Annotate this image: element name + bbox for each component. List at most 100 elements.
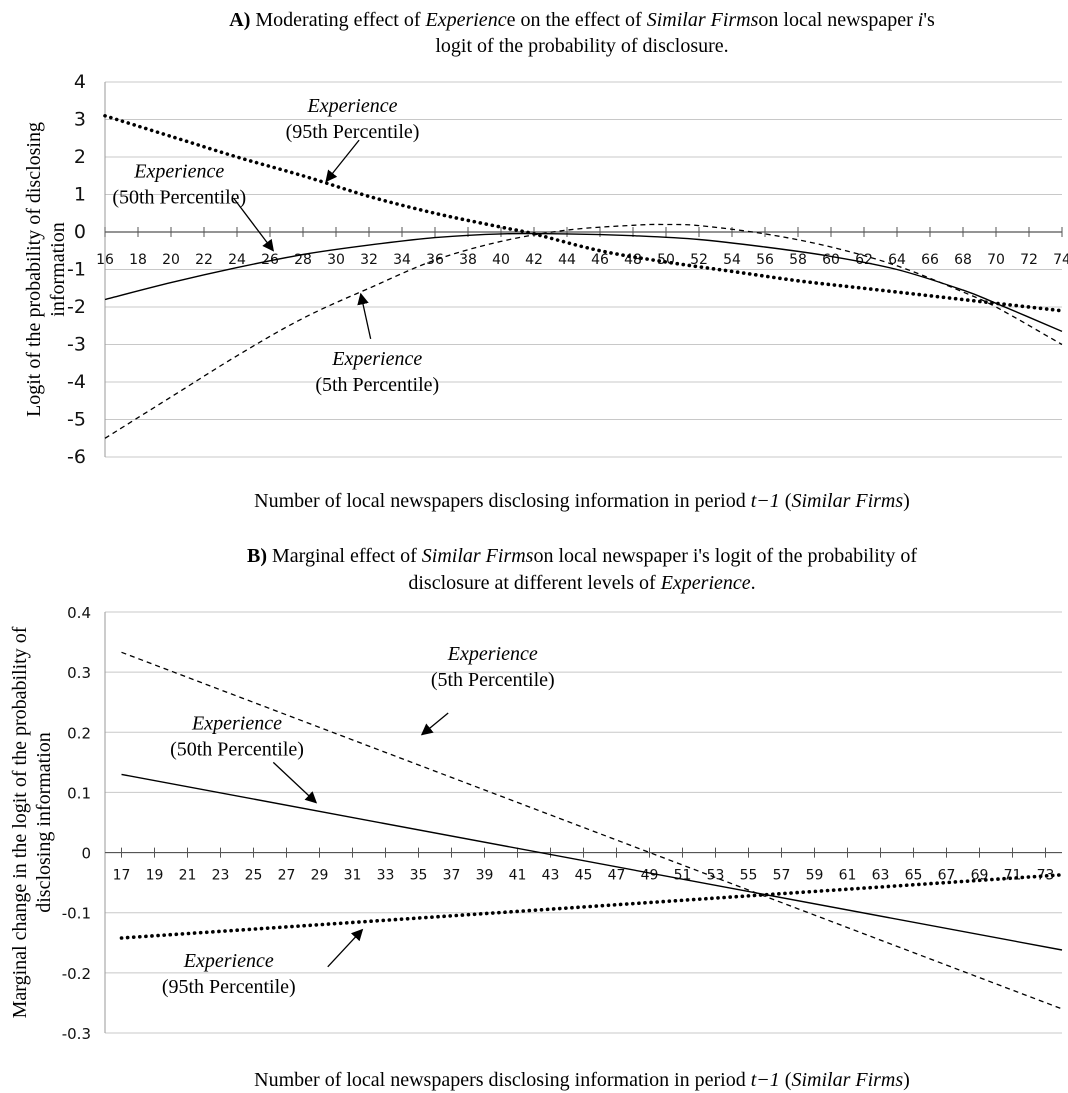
x-axis-label-part-2: (: [780, 490, 792, 512]
y-tick-label: -0.1: [62, 905, 91, 923]
x-tick-label: 44: [558, 252, 576, 268]
y-tick-label: 0.3: [67, 664, 91, 682]
x-tick-label: 36: [426, 252, 444, 268]
x-tick-label: 31: [344, 868, 362, 884]
x-axis-label-part-3: Similar Firms: [791, 1069, 903, 1091]
x-tick-label: 43: [542, 868, 560, 884]
chart-title-line2-part-2: .: [751, 572, 756, 594]
annotation-arrow-p50: [272, 761, 318, 804]
y-tick-label: -2: [67, 296, 86, 318]
y-axis-label: Logit of the probability of disclosing: [23, 122, 45, 417]
chart-title-part-5: on local newspaper: [758, 9, 917, 31]
x-tick-label: 28: [294, 252, 312, 268]
y-tick-label: -5: [67, 409, 86, 431]
x-tick-label: 33: [377, 868, 395, 884]
x-tick-label: 74: [1053, 252, 1068, 268]
panel-b: B) Marginal effect of Similar Firmson lo…: [9, 545, 1064, 1091]
y-tick-label: -1: [67, 259, 86, 281]
annotation-label-p50: Experience: [133, 161, 224, 183]
y-tick-label: -4: [67, 371, 86, 393]
x-tick-label: 57: [773, 868, 791, 884]
annotation-sublabel-p95: (95th Percentile): [162, 976, 296, 998]
x-tick-label: 51: [674, 868, 692, 884]
x-tick-label: 29: [311, 868, 329, 884]
y-tick-label: -6: [67, 446, 86, 468]
x-tick-label: 54: [723, 252, 741, 268]
x-tick-label: 38: [459, 252, 477, 268]
chart-title-part-1: Marginal effect of: [267, 545, 422, 567]
annotation-sublabel-p5: (5th Percentile): [315, 374, 439, 396]
y-axis-label: Marginal change in the logit of the prob…: [9, 626, 31, 1018]
annotation-sublabel-p5: (5th Percentile): [431, 669, 555, 691]
x-tick-label: 25: [245, 868, 263, 884]
x-tick-label: 55: [740, 868, 758, 884]
chart-title-part-1: Moderating effect of: [250, 9, 425, 31]
chart-title-part-3: on local newspaper i's logit of the prob…: [533, 545, 917, 567]
annotation-arrow-p50: [233, 197, 275, 252]
x-tick-label: 65: [905, 868, 923, 884]
y-tick-label: 3: [74, 109, 86, 131]
x-tick-label: 32: [360, 252, 378, 268]
x-tick-label: 19: [146, 868, 164, 884]
annotation-arrow-p5: [420, 712, 449, 736]
panel-a: A) Moderating effect of Experience on th…: [23, 9, 1068, 512]
x-tick-label: 63: [872, 868, 890, 884]
annotation-arrow-p5: [357, 292, 372, 340]
y-tick-label: 4: [74, 71, 86, 93]
x-tick-label: 47: [608, 868, 626, 884]
y-tick-label: -3: [67, 334, 86, 356]
x-tick-label: 56: [756, 252, 774, 268]
x-tick-label: 67: [938, 868, 956, 884]
y-axis-label-line2: disclosing information: [33, 732, 55, 913]
chart-title-part-3: e on the effect of: [507, 9, 647, 31]
x-tick-label: 35: [410, 868, 428, 884]
x-tick-label: 22: [195, 252, 213, 268]
x-axis-label-part-0: Number of local newspapers disclosing in…: [254, 490, 751, 512]
chart-title-line2: disclosure at different levels of Experi…: [408, 572, 755, 594]
x-tick-label: 59: [806, 868, 824, 884]
x-tick-label: 18: [129, 252, 147, 268]
x-tick-label: 48: [624, 252, 642, 268]
x-tick-label: 21: [179, 868, 197, 884]
chart-title-part-0: A): [229, 9, 250, 31]
chart-title-part-4: Similar Firms: [647, 9, 759, 31]
x-tick-label: 16: [96, 252, 114, 268]
x-axis-label-part-2: (: [780, 1069, 792, 1091]
x-axis-label-part-0: Number of local newspapers disclosing in…: [254, 1069, 751, 1091]
annotation-sublabel-p95: (95th Percentile): [286, 121, 420, 143]
x-tick-label: 58: [789, 252, 807, 268]
y-tick-label: 2: [74, 146, 86, 168]
x-tick-label: 42: [525, 252, 543, 268]
x-tick-label: 39: [476, 868, 494, 884]
chart-title-part-6: i: [918, 9, 924, 31]
annotation-label-p95: Experience: [307, 95, 398, 117]
series-line-p95: [119, 873, 1064, 940]
x-axis-label-part-4: ): [903, 490, 910, 512]
x-axis-label-part-4: ): [903, 1069, 910, 1091]
x-tick-label: 37: [443, 868, 461, 884]
x-tick-label: 61: [839, 868, 857, 884]
series-line-p5: [104, 223, 1063, 439]
chart-title-part-2: Similar Firms: [422, 545, 534, 567]
x-axis-label-part-1: t−1: [751, 490, 780, 512]
x-axis-label-part-1: t−1: [751, 1069, 780, 1091]
y-tick-label: 0: [81, 845, 91, 863]
x-tick-label: 71: [1004, 868, 1022, 884]
series-line-p5: [121, 651, 1063, 1010]
y-axis-label-line2: information: [47, 222, 69, 316]
x-tick-label: 17: [113, 868, 131, 884]
x-tick-label: 52: [690, 252, 708, 268]
series-line-p50: [104, 232, 1063, 333]
y-tick-label: 0.1: [67, 784, 91, 802]
y-tick-label: 0.4: [67, 604, 91, 622]
x-tick-label: 66: [921, 252, 939, 268]
annotation-label-p95: Experience: [183, 950, 274, 972]
x-tick-label: 27: [278, 868, 296, 884]
x-axis-label: Number of local newspapers disclosing in…: [254, 490, 910, 512]
annotation-sublabel-p50: (50th Percentile): [170, 738, 304, 760]
x-tick-label: 40: [492, 252, 510, 268]
x-tick-label: 24: [228, 252, 246, 268]
annotation-sublabel-p50: (50th Percentile): [112, 187, 246, 209]
chart-title-part-7: 's: [923, 9, 935, 31]
